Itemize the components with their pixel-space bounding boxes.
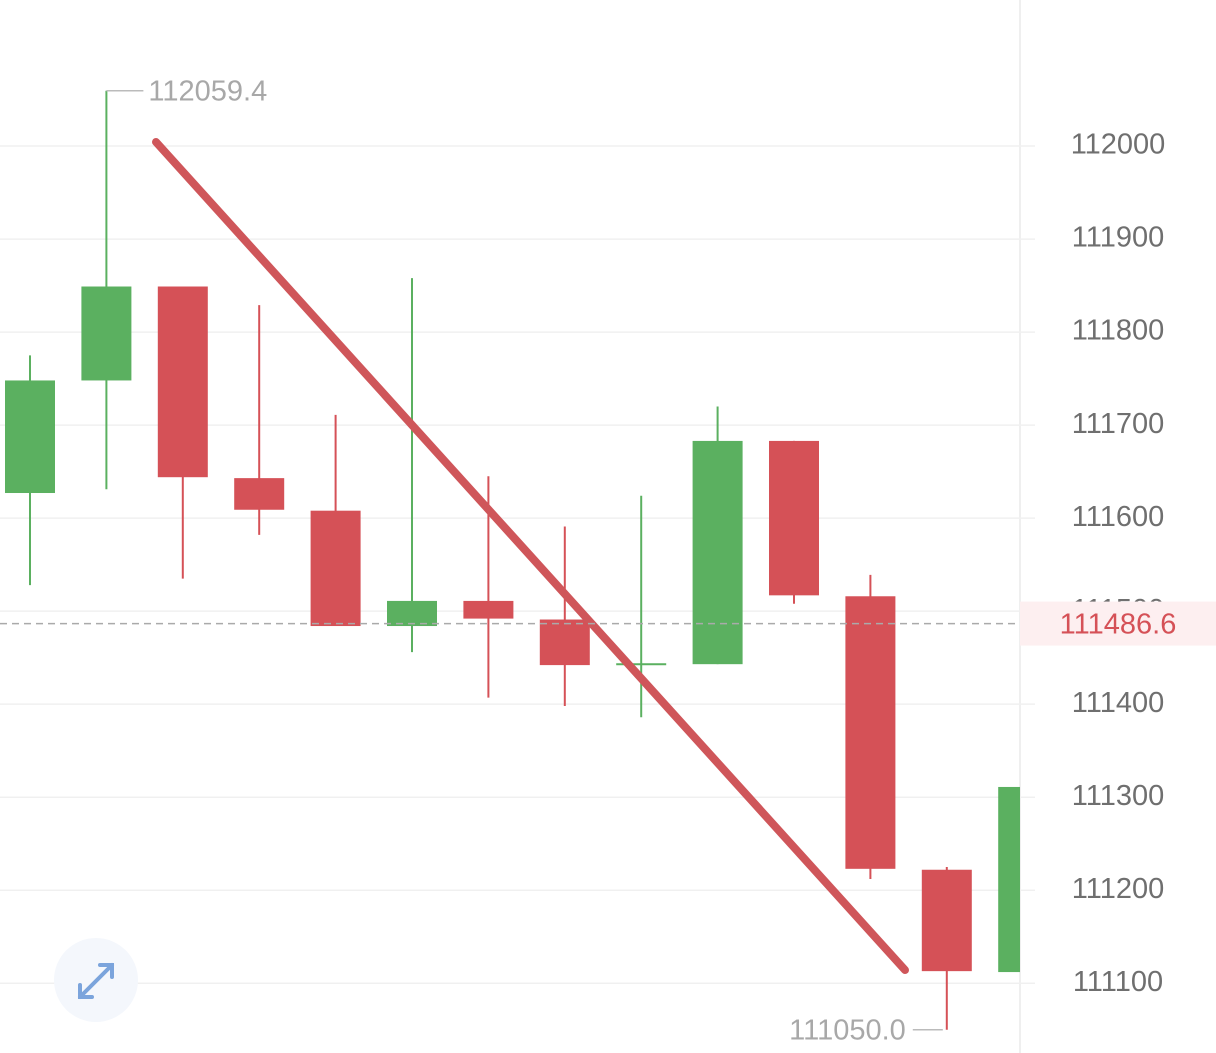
candle-body	[234, 478, 285, 510]
current-price-label: 111486.6	[1060, 608, 1177, 640]
candle-body	[157, 286, 208, 478]
candle-body	[310, 510, 361, 627]
y-tick-label: 111400	[1072, 687, 1164, 719]
y-tick-label: 111700	[1072, 408, 1164, 440]
y-tick-label: 111600	[1072, 501, 1164, 533]
grid: 1111001112001113001114001115001116001117…	[0, 129, 1165, 998]
candle-body	[769, 440, 819, 596]
candle-body	[845, 596, 896, 869]
current-price-box	[1020, 601, 1216, 646]
y-tick-label: 111200	[1072, 873, 1164, 905]
candle-body	[463, 600, 514, 619]
candles	[5, 90, 1020, 1030]
y-tick-label: 111900	[1072, 222, 1164, 254]
candle-body	[998, 786, 1020, 973]
candle-body	[81, 286, 132, 381]
candle-body	[387, 600, 437, 627]
overlay: 111486.6 112059.4 111050.0	[0, 75, 1216, 1046]
y-tick-label: 111800	[1072, 315, 1164, 347]
annotation-label: 111050.0	[789, 1014, 906, 1046]
y-tick-label: 112000	[1071, 129, 1166, 161]
candle-body	[539, 619, 590, 666]
candle-body	[5, 380, 55, 494]
y-tick-label: 111100	[1073, 966, 1163, 998]
candle-body	[692, 440, 743, 665]
candle-body	[616, 663, 667, 666]
annotation-label: 112059.4	[148, 75, 267, 107]
y-tick-label: 111300	[1072, 780, 1164, 812]
expand-button[interactable]	[54, 938, 138, 1022]
trend-line[interactable]	[152, 138, 909, 974]
candle-body	[921, 869, 972, 972]
